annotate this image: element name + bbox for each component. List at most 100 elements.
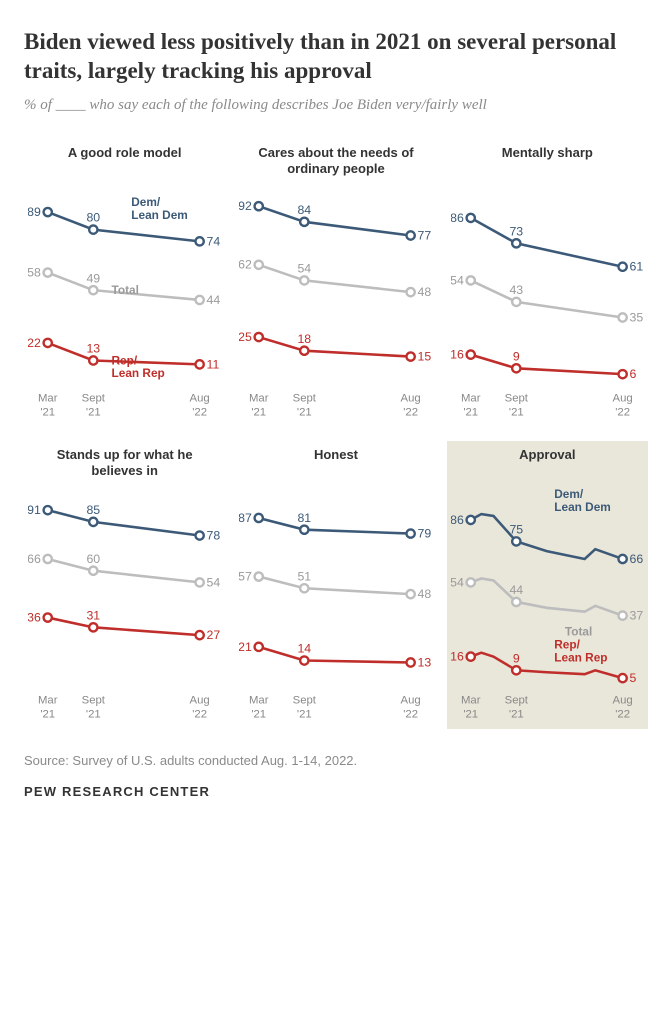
panel-title: Approval [451, 447, 644, 481]
svg-text:Mar: Mar [249, 695, 269, 707]
svg-text:54: 54 [207, 575, 221, 589]
svg-text:13: 13 [418, 655, 432, 669]
panel-title: Cares about the needs of ordinary people [239, 145, 432, 179]
chart-panel: Stands up for what he believes in 91 85 78 6… [24, 441, 225, 729]
svg-text:44: 44 [207, 293, 221, 307]
svg-text:5: 5 [629, 671, 636, 685]
svg-text:Sept: Sept [293, 695, 317, 707]
svg-text:Aug: Aug [612, 695, 632, 707]
chart-panel: Honest878179575148211413Mar'21Sept'21Aug… [235, 441, 436, 729]
svg-text:'21: '21 [252, 708, 267, 720]
panel-title: Stands up for what he believes in [28, 447, 221, 481]
svg-text:Total: Total [565, 624, 592, 638]
svg-text:Lean Rep: Lean Rep [554, 650, 607, 664]
svg-text:73: 73 [509, 224, 523, 238]
svg-text:92: 92 [239, 199, 252, 213]
svg-text:Mar: Mar [38, 393, 58, 405]
svg-text:25: 25 [239, 330, 252, 344]
svg-text:51: 51 [298, 569, 312, 583]
svg-text:'21: '21 [86, 406, 101, 418]
svg-text:Aug: Aug [190, 393, 210, 405]
panel-title: Honest [239, 447, 432, 481]
headline: Biden viewed less positively than in 202… [24, 28, 648, 86]
svg-text:Sept: Sept [504, 393, 528, 405]
svg-text:'21: '21 [509, 406, 524, 418]
svg-text:86: 86 [451, 513, 464, 527]
svg-text:'21: '21 [297, 406, 312, 418]
svg-text:'21: '21 [252, 406, 267, 418]
svg-text:Lean Dem: Lean Dem [131, 208, 188, 222]
svg-text:57: 57 [239, 569, 252, 583]
svg-text:79: 79 [418, 527, 432, 541]
svg-text:87: 87 [239, 511, 252, 525]
svg-text:Aug: Aug [401, 695, 421, 707]
svg-text:Sept: Sept [293, 393, 317, 405]
svg-text:78: 78 [207, 528, 221, 542]
svg-text:Lean Dem: Lean Dem [554, 500, 611, 514]
svg-text:Lean Rep: Lean Rep [112, 366, 165, 380]
svg-text:6: 6 [629, 367, 636, 381]
svg-text:89: 89 [28, 205, 41, 219]
svg-text:Aug: Aug [190, 695, 210, 707]
svg-text:18: 18 [298, 332, 312, 346]
svg-text:'21: '21 [40, 406, 55, 418]
publisher-logo: PEW RESEARCH CENTER [24, 784, 648, 799]
svg-text:Mar: Mar [249, 393, 269, 405]
line-chart: 918578666054363127Mar'21Sept'21Aug'22 [28, 487, 221, 725]
chart-panel: Approval8675665444371695Mar'21Sept'21Aug… [447, 441, 648, 729]
svg-text:62: 62 [239, 258, 252, 272]
svg-text:84: 84 [298, 203, 312, 217]
panel-title: A good role model [28, 145, 221, 179]
panel-grid: A good role model898074584944221311Mar'2… [24, 139, 648, 729]
svg-text:Aug: Aug [612, 393, 632, 405]
svg-text:49: 49 [86, 271, 100, 285]
svg-text:43: 43 [509, 283, 523, 297]
svg-text:Mar: Mar [461, 695, 481, 707]
source-line: Source: Survey of U.S. adults conducted … [24, 753, 648, 768]
svg-text:'21: '21 [40, 708, 55, 720]
svg-text:15: 15 [418, 350, 432, 364]
svg-text:13: 13 [86, 342, 100, 356]
svg-text:54: 54 [451, 575, 464, 589]
line-chart: 8675665444371695Mar'21Sept'21Aug'22Dem/L… [451, 487, 644, 725]
svg-text:'22: '22 [615, 708, 630, 720]
subhead: % of ____ who say each of the following … [24, 96, 648, 116]
svg-text:85: 85 [86, 503, 100, 517]
svg-text:'21: '21 [297, 708, 312, 720]
svg-text:22: 22 [28, 336, 41, 350]
line-chart: 8673615443351696Mar'21Sept'21Aug'22 [451, 185, 644, 423]
svg-text:48: 48 [418, 285, 432, 299]
svg-text:86: 86 [451, 211, 464, 225]
svg-text:44: 44 [509, 583, 523, 597]
panel-title: Mentally sharp [451, 145, 644, 179]
svg-text:16: 16 [451, 650, 464, 664]
line-chart: 878179575148211413Mar'21Sept'21Aug'22 [239, 487, 432, 725]
svg-text:Sept: Sept [82, 393, 106, 405]
svg-text:'22: '22 [615, 406, 630, 418]
line-chart: 898074584944221311Mar'21Sept'21Aug'22Dem… [28, 185, 221, 423]
svg-text:54: 54 [451, 273, 464, 287]
svg-text:14: 14 [298, 642, 312, 656]
svg-text:31: 31 [86, 608, 100, 622]
svg-text:Aug: Aug [401, 393, 421, 405]
svg-text:'21: '21 [509, 708, 524, 720]
svg-text:91: 91 [28, 503, 41, 517]
svg-text:60: 60 [86, 552, 100, 566]
svg-text:80: 80 [86, 211, 100, 225]
svg-text:81: 81 [298, 511, 312, 525]
svg-text:Mar: Mar [461, 393, 481, 405]
svg-text:'21: '21 [463, 406, 478, 418]
svg-text:36: 36 [28, 611, 41, 625]
svg-text:'21: '21 [86, 708, 101, 720]
svg-text:21: 21 [239, 640, 252, 654]
svg-text:66: 66 [28, 552, 41, 566]
svg-text:9: 9 [513, 349, 520, 363]
svg-text:Total: Total [112, 283, 139, 297]
chart-panel: A good role model898074584944221311Mar'2… [24, 139, 225, 427]
svg-text:Mar: Mar [38, 695, 58, 707]
svg-text:74: 74 [207, 234, 221, 248]
svg-text:'22: '22 [192, 406, 207, 418]
svg-text:35: 35 [629, 310, 643, 324]
svg-text:27: 27 [207, 628, 221, 642]
svg-text:'22: '22 [404, 708, 419, 720]
